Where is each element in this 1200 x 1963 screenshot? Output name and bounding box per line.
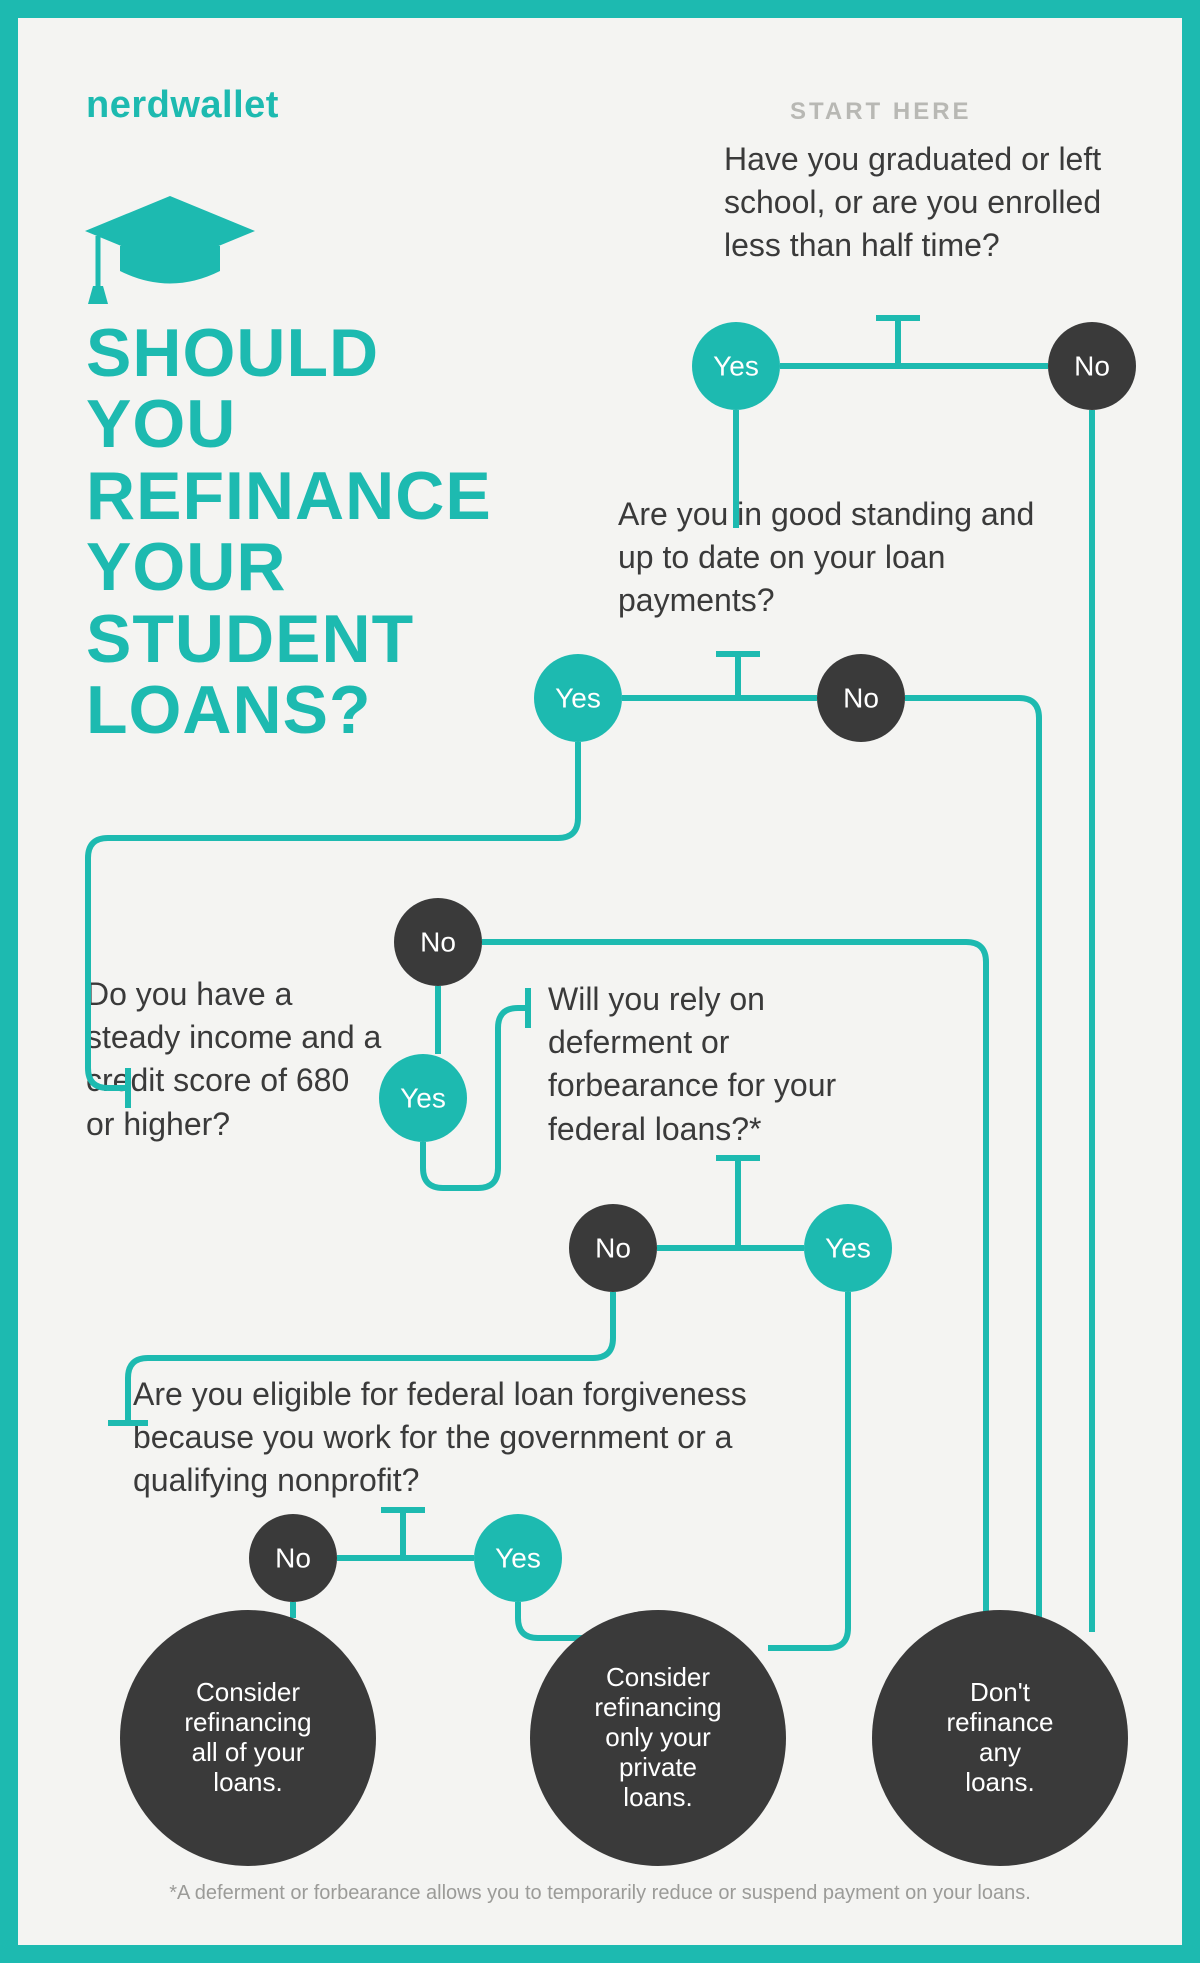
svg-text:refinancing: refinancing bbox=[594, 1692, 721, 1722]
svg-text:Yes: Yes bbox=[713, 350, 759, 381]
svg-text:loans.: loans. bbox=[213, 1767, 282, 1797]
svg-text:No: No bbox=[1074, 350, 1110, 381]
svg-text:Yes: Yes bbox=[495, 1542, 541, 1573]
decision-node: Yes bbox=[474, 1514, 562, 1602]
svg-text:any: any bbox=[979, 1737, 1021, 1767]
decision-node: No bbox=[394, 898, 482, 986]
svg-text:Consider: Consider bbox=[196, 1677, 300, 1707]
svg-text:only your: only your bbox=[605, 1722, 711, 1752]
infographic-canvas: nerdwallet START HERE SHOULDYOUREFINANCE… bbox=[18, 18, 1182, 1945]
footnote: *A deferment or forbearance allows you t… bbox=[18, 1882, 1182, 1905]
svg-text:Don't: Don't bbox=[970, 1677, 1031, 1707]
flowchart-svg: YesNoYesNoNoYesNoYesNoYesConsiderrefinan… bbox=[18, 18, 1182, 1945]
svg-text:loans.: loans. bbox=[965, 1767, 1034, 1797]
decision-node: Yes bbox=[534, 654, 622, 742]
outcome-node: Don'trefinanceanyloans. bbox=[872, 1610, 1128, 1866]
decision-node: No bbox=[249, 1514, 337, 1602]
svg-text:No: No bbox=[420, 926, 456, 957]
outcome-node: Considerrefinancingonly yourprivateloans… bbox=[530, 1610, 786, 1866]
infographic-frame: nerdwallet START HERE SHOULDYOUREFINANCE… bbox=[0, 0, 1200, 1963]
svg-text:Yes: Yes bbox=[555, 682, 601, 713]
decision-node: Yes bbox=[804, 1204, 892, 1292]
svg-text:refinance: refinance bbox=[947, 1707, 1054, 1737]
svg-text:Yes: Yes bbox=[400, 1082, 446, 1113]
outcome-node: Considerrefinancingall of yourloans. bbox=[120, 1610, 376, 1866]
svg-text:Yes: Yes bbox=[825, 1232, 871, 1263]
decision-node: No bbox=[817, 654, 905, 742]
svg-text:loans.: loans. bbox=[623, 1782, 692, 1812]
svg-text:all of your: all of your bbox=[192, 1737, 305, 1767]
svg-text:No: No bbox=[843, 682, 879, 713]
decision-node: Yes bbox=[379, 1054, 467, 1142]
decision-node: No bbox=[1048, 322, 1136, 410]
svg-text:Consider: Consider bbox=[606, 1662, 710, 1692]
svg-text:No: No bbox=[275, 1542, 311, 1573]
decision-node: Yes bbox=[692, 322, 780, 410]
decision-node: No bbox=[569, 1204, 657, 1292]
svg-text:No: No bbox=[595, 1232, 631, 1263]
svg-text:private: private bbox=[619, 1752, 697, 1782]
svg-text:refinancing: refinancing bbox=[184, 1707, 311, 1737]
